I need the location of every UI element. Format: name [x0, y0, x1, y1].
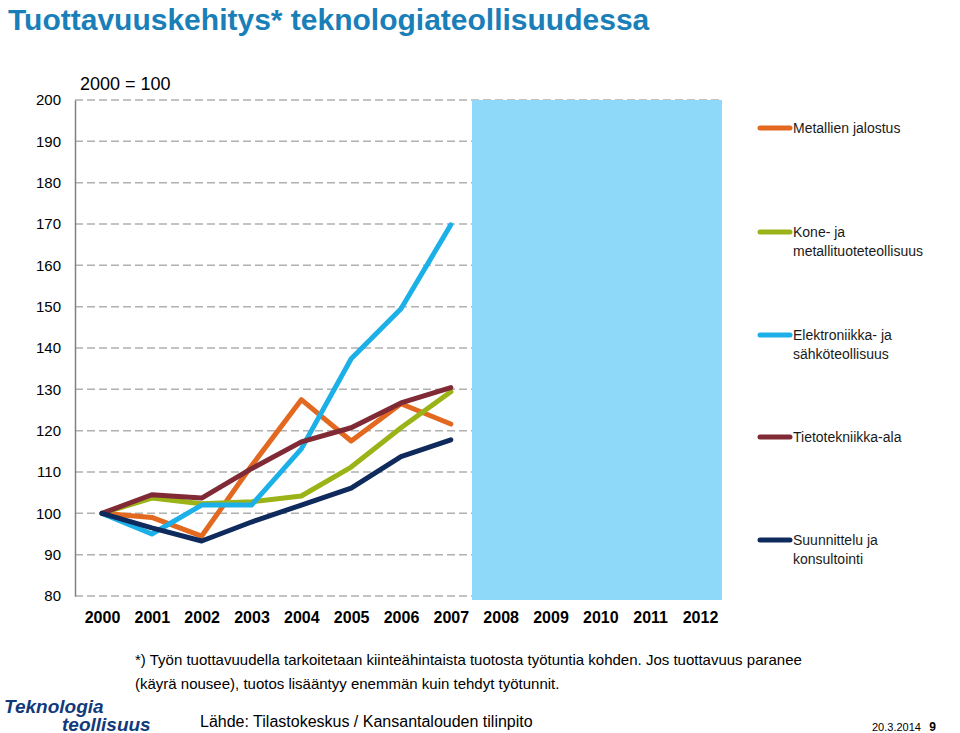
x-tick-label: 2008	[483, 609, 519, 626]
x-tick: 2005	[334, 596, 370, 626]
y-tick: 130	[36, 381, 75, 398]
x-tick: 2008	[483, 596, 519, 626]
series-line	[102, 225, 451, 534]
x-tick-label: 2010	[583, 609, 619, 626]
footnote: (käyrä nousee), tuotos lisääntyy enemmän…	[135, 675, 559, 692]
subtitle: 2000 = 100	[80, 74, 171, 94]
series-line	[102, 440, 451, 541]
legend-swatch	[760, 538, 790, 543]
x-axis: 2000 2001 2002 2003 2004 2005 2006 2007 2008 2009…	[85, 596, 719, 626]
y-tick: 120	[36, 422, 75, 439]
legend-swatch	[760, 333, 790, 338]
legend: Metallien jalostus Kone- jametallituotete…	[760, 120, 923, 567]
y-tick-label: 120	[36, 422, 61, 439]
y-tick: 190	[36, 133, 75, 150]
y-tick: 100	[36, 505, 75, 522]
x-tick-label: 2009	[533, 609, 569, 626]
x-tick-label: 2001	[135, 609, 171, 626]
y-tick-label: 170	[36, 215, 61, 232]
series-line	[102, 388, 451, 514]
legend-label: Kone- jametallituoteteollisuus	[793, 224, 923, 259]
y-tick: 110	[37, 463, 75, 480]
y-tick-label: 90	[44, 546, 61, 563]
date: 20.3.2014	[872, 721, 921, 733]
legend-label: Tietotekniikka-ala	[793, 429, 902, 445]
y-tick-label: 160	[36, 257, 61, 274]
legend-label: Metallien jalostus	[793, 120, 900, 136]
x-tick: 2012	[683, 596, 719, 626]
source: Lähde: Tilastokeskus / Kansantalouden ti…	[200, 713, 533, 730]
y-tick: 180	[36, 174, 75, 191]
x-tick-label: 2005	[334, 609, 370, 626]
legend-swatch	[760, 435, 790, 440]
lines	[102, 225, 451, 541]
y-tick: 160	[36, 257, 75, 274]
x-tick: 2009	[533, 596, 569, 626]
x-tick-label: 2002	[184, 609, 220, 626]
x-tick: 2001	[135, 596, 171, 626]
x-tick-label: 2006	[384, 609, 420, 626]
x-tick-label: 2007	[434, 609, 470, 626]
footnote: *) Työn tuottavuudella tarkoitetaan kiin…	[135, 651, 802, 668]
y-tick: 80	[44, 587, 75, 604]
y-tick-label: 180	[36, 174, 61, 191]
x-tick: 2007	[434, 596, 470, 626]
y-tick-label: 200	[36, 91, 61, 108]
legend-swatch	[760, 230, 790, 235]
legend-label: Suunnittelu jakonsultointi	[793, 532, 878, 567]
y-tick: 140	[36, 339, 75, 356]
y-axis: 80 90 100 110 120 130 140 150 160 170 180 190 200	[36, 91, 76, 604]
page-number: 9	[929, 720, 936, 733]
y-tick-label: 80	[44, 587, 61, 604]
x-tick: 2006	[384, 596, 420, 626]
y-tick-label: 130	[36, 381, 61, 398]
y-tick: 200	[36, 91, 75, 108]
title: Tuottavuuskehitys* teknologiateollisuude…	[8, 3, 650, 36]
legend-swatch	[760, 126, 790, 131]
x-tick-label: 2000	[85, 609, 121, 626]
overlay-box	[472, 100, 722, 600]
x-tick-label: 2004	[284, 609, 320, 626]
x-tick: 2003	[234, 596, 270, 626]
x-tick-label: 2003	[234, 609, 270, 626]
legend-label: Elektroniikka- jasähköteollisuus	[793, 327, 892, 362]
y-tick: 150	[36, 298, 75, 315]
y-tick-label: 110	[37, 463, 61, 480]
logo-text: teollisuus	[62, 714, 151, 733]
y-tick: 90	[44, 546, 75, 563]
x-tick: 2004	[284, 596, 320, 626]
x-tick: 2010	[583, 596, 619, 626]
x-tick-label: 2011	[633, 609, 668, 626]
x-tick: 2000	[85, 596, 121, 626]
x-tick-label: 2012	[683, 609, 719, 626]
chart: Tuottavuuskehitys* teknologiateollisuude…	[0, 0, 960, 733]
y-tick: 170	[36, 215, 75, 232]
y-axis-line	[75, 101, 77, 597]
x-tick: 2011	[633, 596, 668, 626]
y-tick-label: 100	[36, 505, 61, 522]
y-tick-label: 150	[36, 298, 61, 315]
y-tick-label: 140	[36, 339, 61, 356]
x-tick: 2002	[184, 596, 220, 626]
y-tick-label: 190	[36, 133, 61, 150]
